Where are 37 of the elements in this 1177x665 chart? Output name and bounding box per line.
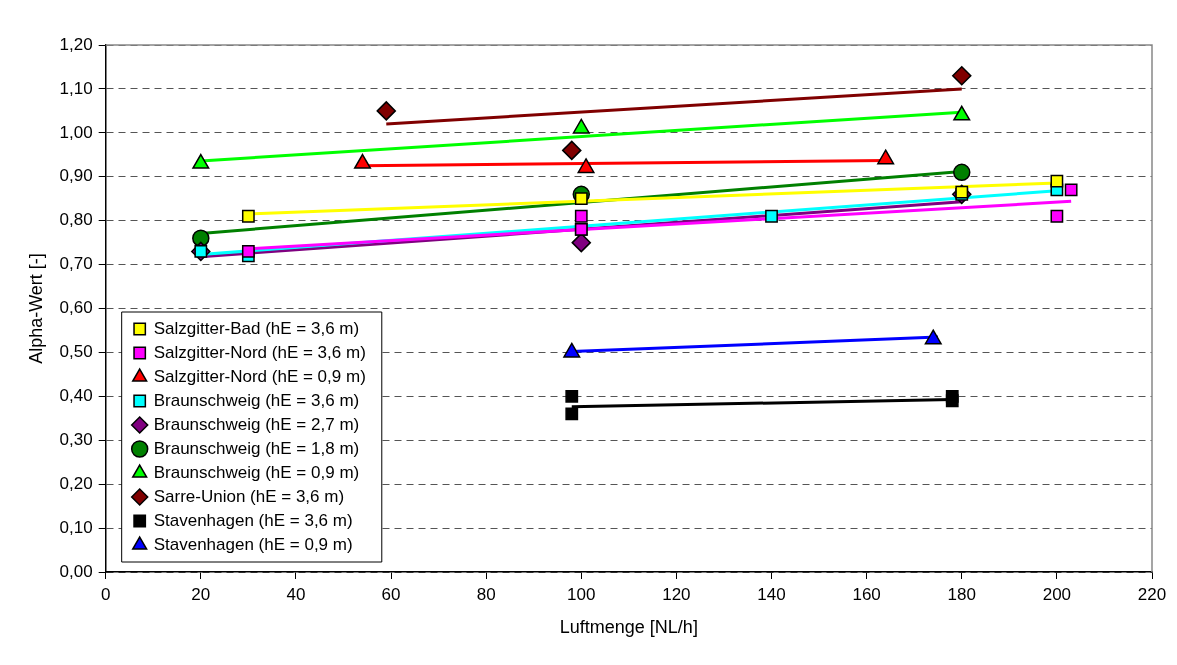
y-tick-label: 0,90 [59, 166, 93, 186]
x-tick-label: 140 [757, 584, 786, 604]
y-tick-label: 1,10 [59, 78, 93, 98]
legend-label: Stavenhagen (hE = 3,6 m) [153, 510, 353, 530]
legend-label: Sarre-Union (hE = 3,6 m) [153, 486, 345, 506]
y-tick-label: 0,10 [59, 517, 93, 537]
y-axis-title: Alpha-Wert [-] [25, 253, 46, 364]
x-tick-label: 40 [286, 584, 306, 604]
y-tick-label: 0,80 [59, 210, 93, 230]
legend-label: Salzgitter-Nord (hE = 0,9 m) [153, 366, 366, 386]
legend-label: Stavenhagen (hE = 0,9 m) [153, 534, 353, 554]
x-tick-label: 100 [567, 584, 596, 604]
legend-label: Salzgitter-Nord (hE = 3,6 m) [153, 342, 366, 362]
legend-label: Braunschweig (hE = 1,8 m) [153, 438, 360, 458]
x-tick-label: 220 [1137, 584, 1167, 604]
legend-label: Salzgitter-Bad (hE = 3,6 m) [153, 318, 360, 338]
x-tick-label: 60 [381, 584, 401, 604]
legend-label: Braunschweig (hE = 0,9 m) [153, 462, 360, 482]
y-tick-label: 0,40 [59, 386, 93, 406]
x-tick-label: 120 [662, 584, 691, 604]
x-axis-title: Luftmenge [NL/h] [559, 617, 698, 638]
x-tick-label: 160 [852, 584, 881, 604]
y-tick-label: 0,50 [59, 342, 93, 362]
legend-label: Braunschweig (hE = 3,6 m) [153, 390, 360, 410]
x-tick-label: 20 [191, 584, 211, 604]
legend-label: Braunschweig (hE = 2,7 m) [153, 414, 360, 434]
x-tick-label: 80 [476, 584, 496, 604]
y-tick-label: 0,30 [59, 429, 93, 449]
x-tick-label: 0 [100, 584, 111, 604]
y-tick-label: 1,00 [59, 122, 93, 142]
y-tick-label: 1,20 [59, 34, 93, 54]
y-tick-label: 0,60 [59, 298, 93, 318]
x-tick-label: 180 [947, 584, 976, 604]
x-tick-label: 200 [1042, 584, 1072, 604]
y-tick-label: 0,00 [59, 561, 93, 581]
y-tick-label: 0,20 [59, 473, 93, 493]
y-tick-label: 0,70 [59, 254, 93, 274]
